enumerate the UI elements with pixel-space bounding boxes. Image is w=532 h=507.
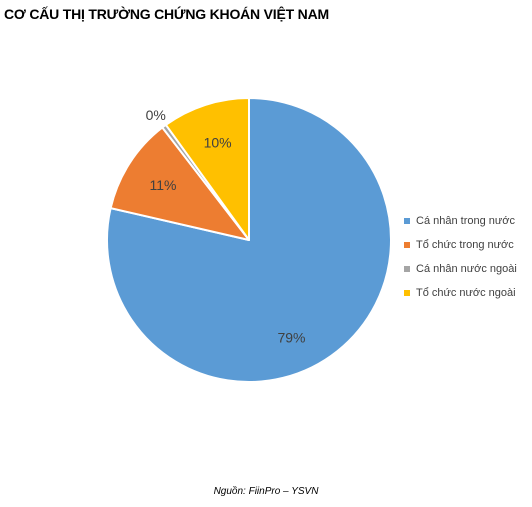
pie-data-label-2: 0%: [146, 107, 166, 123]
pie-data-label-1: 11%: [150, 177, 177, 193]
legend-item-to-chuc-nuoc-ngoai: Tổ chức nước ngoài: [404, 284, 517, 302]
pie-slices: [106, 97, 392, 383]
legend-swatch: [404, 218, 410, 224]
legend-item-to-chuc-trong-nuoc: Tổ chức trong nước: [404, 236, 517, 254]
chart-legend: Cá nhân trong nước Tổ chức trong nước Cá…: [404, 212, 517, 308]
pie-slice-3: [164, 97, 250, 241]
chart-source: Nguồn: FiinPro – YSVN: [213, 486, 319, 497]
legend-item-ca-nhan-nuoc-ngoai: Cá nhân nước ngoài: [404, 260, 517, 278]
legend-label: Cá nhân trong nước: [416, 215, 515, 227]
pie-data-label-0: 79%: [277, 330, 305, 346]
legend-swatch: [404, 266, 410, 272]
legend-label: Tổ chức trong nước: [416, 239, 514, 251]
legend-item-ca-nhan-trong-nuoc: Cá nhân trong nước: [404, 212, 517, 230]
legend-label: Tổ chức nước ngoài: [416, 287, 516, 299]
legend-label: Cá nhân nước ngoài: [416, 263, 517, 275]
legend-swatch: [404, 290, 410, 296]
chart-title: CƠ CẤU THỊ TRƯỜNG CHỨNG KHOÁN VIỆT NAM: [4, 6, 329, 22]
pie-data-label-3: 10%: [204, 135, 232, 151]
pie-data-labels: 79% 11% 0% 10%: [146, 107, 306, 346]
legend-swatch: [404, 242, 410, 248]
pie-slice-1: [109, 126, 250, 241]
